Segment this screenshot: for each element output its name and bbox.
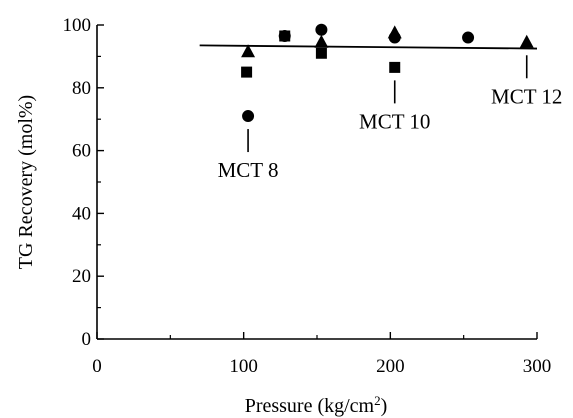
square-marker [279, 30, 291, 42]
circle-marker [315, 23, 328, 36]
annotations: MCT 8 MCT 10 MCT 12 [218, 55, 562, 182]
y-tick-label: 40 [72, 203, 91, 224]
circle-marker [242, 110, 255, 123]
y-tick-label: 0 [82, 329, 92, 350]
x-tick-label: 0 [92, 356, 102, 377]
axes [96, 25, 537, 340]
square-marker [315, 47, 327, 59]
y-tick-label: 20 [72, 266, 91, 287]
data-points [241, 23, 534, 123]
triangle-marker [387, 25, 402, 39]
triangle-marker [314, 34, 329, 48]
x-axis-title: Pressure (kg/cm2) [245, 393, 388, 418]
triangle-marker [241, 44, 256, 58]
x-tick-label: 300 [523, 356, 552, 377]
square-marker [241, 66, 253, 78]
annotation-label: MCT 8 [218, 158, 279, 182]
x-tick-label: 200 [376, 356, 405, 377]
fit-line-group [199, 44, 538, 50]
ticks: 0 20 40 60 80 100 0 100 200 300 [63, 15, 552, 377]
y-tick-label: 100 [63, 15, 92, 36]
triangle-marker [519, 34, 534, 48]
x-tick-label: 100 [229, 356, 258, 377]
circle-marker [462, 31, 475, 44]
y-tick-label: 60 [72, 141, 91, 162]
fit-line [199, 44, 538, 50]
annotation-label: MCT 10 [359, 109, 430, 133]
square-marker [389, 61, 401, 73]
annotation-label: MCT 12 [491, 84, 562, 108]
y-axis-title: TG Recovery (mol%) [15, 95, 37, 269]
y-tick-label: 80 [72, 78, 91, 99]
